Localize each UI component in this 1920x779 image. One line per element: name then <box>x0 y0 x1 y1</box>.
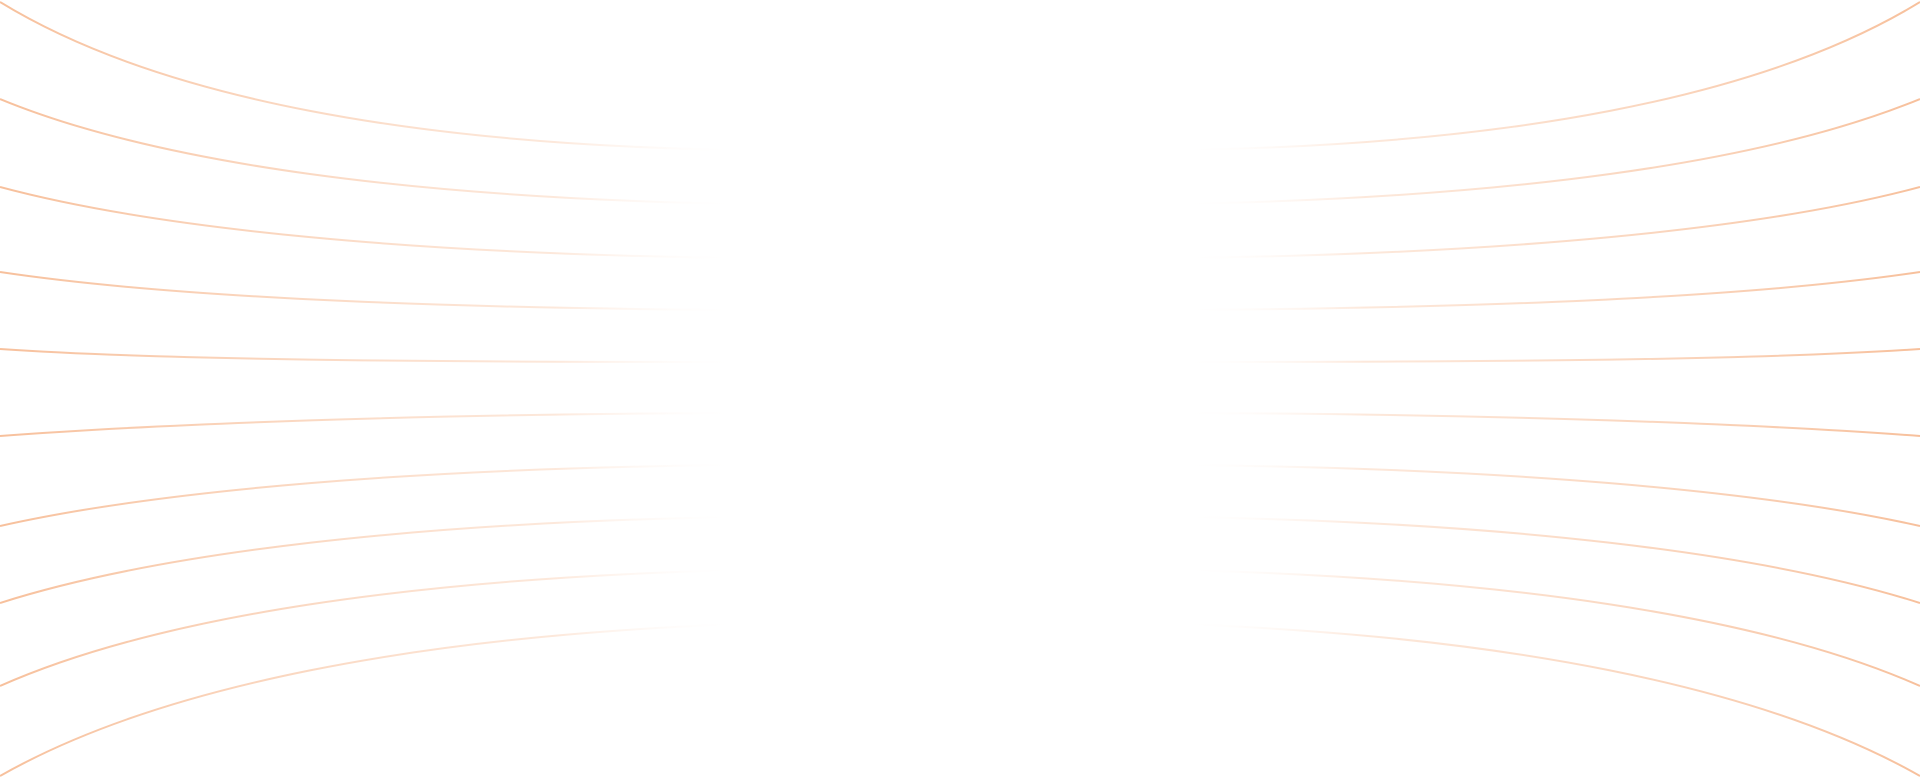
curve <box>1179 464 1920 527</box>
curve <box>0 186 741 259</box>
curve <box>0 271 741 311</box>
left-lines <box>0 1 741 777</box>
curve <box>1179 569 1920 687</box>
curve <box>1179 412 1920 437</box>
curve <box>1179 1 1920 151</box>
curve <box>1179 623 1920 777</box>
curve <box>0 412 741 437</box>
curve <box>1179 271 1920 311</box>
curve <box>0 464 741 527</box>
curve <box>1179 516 1920 604</box>
curve <box>0 569 741 687</box>
curve <box>0 1 741 151</box>
curve <box>1179 98 1920 205</box>
right-lines <box>1179 1 1920 777</box>
curve <box>0 516 741 604</box>
curve <box>0 348 741 363</box>
curve <box>1179 186 1920 259</box>
curve <box>0 623 741 777</box>
curve <box>1179 348 1920 363</box>
curve <box>0 98 741 205</box>
